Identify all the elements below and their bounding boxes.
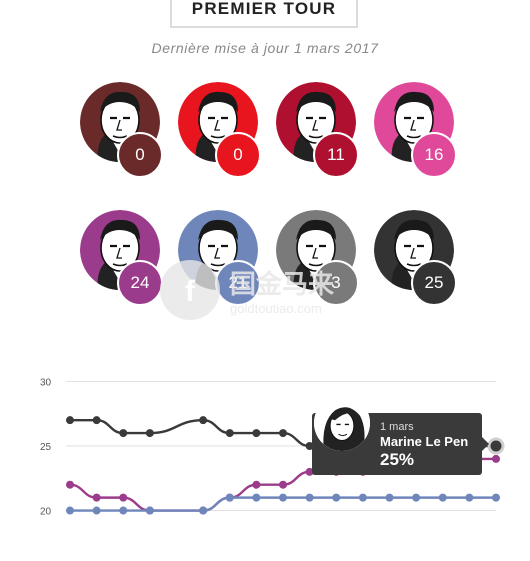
candidate-score-badge: 25 <box>411 260 457 306</box>
data-point[interactable] <box>199 506 208 515</box>
data-point[interactable] <box>145 506 154 515</box>
data-point[interactable] <box>465 493 474 502</box>
candidate-card[interactable]: 16 <box>374 82 474 192</box>
candidate-card[interactable]: 3 <box>276 210 376 320</box>
data-point[interactable] <box>92 506 101 515</box>
candidate-card[interactable]: 25 <box>374 210 474 320</box>
data-point[interactable] <box>358 493 367 502</box>
tooltip-date: 1 mars <box>380 421 414 433</box>
data-point[interactable] <box>438 493 447 502</box>
poll-line-chart: 20 25 30 <box>40 377 505 518</box>
candidate-score-badge: 11 <box>313 132 359 178</box>
data-point[interactable] <box>279 429 287 438</box>
data-point[interactable] <box>119 506 128 515</box>
data-point[interactable] <box>252 480 261 489</box>
candidate-card[interactable]: 11 <box>276 82 376 192</box>
data-point[interactable] <box>305 442 314 450</box>
data-point[interactable] <box>92 416 101 425</box>
data-point[interactable] <box>225 429 234 438</box>
candidate-score-badge: 21 <box>215 260 261 306</box>
y-tick-label: 20 <box>40 507 52 518</box>
tour-title: PREMIER TOUR <box>170 0 358 28</box>
y-tick-label: 30 <box>40 377 52 388</box>
series-line <box>69 496 496 512</box>
tooltip-arrow <box>482 437 489 451</box>
data-point[interactable] <box>305 493 314 502</box>
data-point[interactable] <box>145 429 154 438</box>
data-point[interactable] <box>492 493 500 502</box>
data-point[interactable] <box>66 480 74 489</box>
candidate-score-badge: 0 <box>117 132 163 178</box>
highlighted-data-point[interactable] <box>487 437 505 455</box>
candidate-card[interactable]: 24 <box>80 210 180 320</box>
last-update-subtitle: Dernière mise à jour 1 mars 2017 <box>151 40 379 56</box>
tooltip-portrait <box>314 395 370 451</box>
data-point[interactable] <box>199 416 208 425</box>
tooltip-candidate-name: Marine Le Pen <box>380 434 469 449</box>
data-point[interactable] <box>279 493 287 502</box>
data-point[interactable] <box>252 493 261 502</box>
candidate-score-badge: 24 <box>117 260 163 306</box>
data-point[interactable] <box>492 454 500 463</box>
data-point[interactable] <box>385 493 394 502</box>
y-tick-label: 25 <box>40 442 52 453</box>
data-point[interactable] <box>66 416 74 425</box>
data-point[interactable] <box>412 493 421 502</box>
data-point[interactable] <box>279 480 287 489</box>
candidate-score-badge: 3 <box>313 260 359 306</box>
data-point[interactable] <box>92 493 101 502</box>
candidate-card[interactable]: 21 <box>178 210 278 320</box>
candidate-card[interactable]: 0 <box>178 82 278 192</box>
tooltip-value: 25% <box>380 450 415 469</box>
data-point[interactable] <box>225 493 234 502</box>
data-point[interactable] <box>119 493 128 502</box>
candidate-card[interactable]: 0 <box>80 82 180 192</box>
candidate-score-badge: 0 <box>215 132 261 178</box>
data-point[interactable] <box>119 429 128 438</box>
chart-tooltip: 1 mars Marine Le Pen 25% <box>312 395 489 475</box>
data-point[interactable] <box>305 467 314 476</box>
candidate-score-badge: 16 <box>411 132 457 178</box>
data-point[interactable] <box>66 506 74 515</box>
data-point[interactable] <box>252 429 261 438</box>
data-point[interactable] <box>332 493 341 502</box>
